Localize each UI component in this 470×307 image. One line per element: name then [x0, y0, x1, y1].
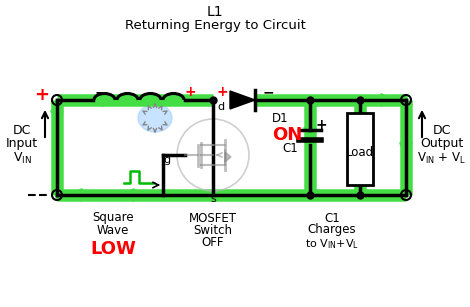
Text: C1: C1 [282, 142, 298, 154]
Text: g: g [164, 155, 171, 165]
Text: L1: L1 [207, 5, 223, 19]
Text: +: + [184, 85, 196, 99]
Text: s: s [210, 194, 216, 204]
Text: Output: Output [420, 137, 463, 150]
Text: D1: D1 [272, 111, 289, 125]
Text: ON: ON [272, 126, 302, 144]
Text: +: + [315, 118, 327, 132]
Text: Input: Input [6, 137, 38, 150]
Ellipse shape [138, 104, 172, 132]
Text: Switch: Switch [194, 223, 233, 236]
Text: V$_{\mathregular{IN}}$ + V$_{\mathregular{L}}$: V$_{\mathregular{IN}}$ + V$_{\mathregula… [417, 150, 467, 165]
Polygon shape [225, 152, 231, 162]
Text: OFF: OFF [202, 235, 224, 248]
Text: d: d [217, 102, 224, 112]
Text: MOSFET: MOSFET [189, 212, 237, 224]
Text: Load: Load [346, 146, 374, 160]
Bar [347, 113, 373, 185]
Text: Charges: Charges [308, 223, 356, 236]
Text: −: − [94, 85, 106, 99]
Text: V$_{\mathregular{IN}}$: V$_{\mathregular{IN}}$ [13, 150, 31, 165]
Text: +: + [34, 86, 49, 104]
Text: −: − [262, 85, 274, 99]
Text: to V$_{\mathregular{IN}}$+V$_{\mathregular{L}}$: to V$_{\mathregular{IN}}$+V$_{\mathregul… [305, 237, 359, 251]
Text: C1: C1 [324, 212, 340, 224]
Text: Returning Energy to Circuit: Returning Energy to Circuit [125, 20, 306, 33]
Text: DC: DC [13, 123, 31, 137]
Text: LOW: LOW [90, 240, 136, 258]
Text: Square: Square [92, 212, 134, 224]
Text: +: + [216, 85, 228, 99]
Polygon shape [230, 91, 255, 109]
Text: DC: DC [433, 123, 451, 137]
Text: Wave: Wave [97, 223, 129, 236]
